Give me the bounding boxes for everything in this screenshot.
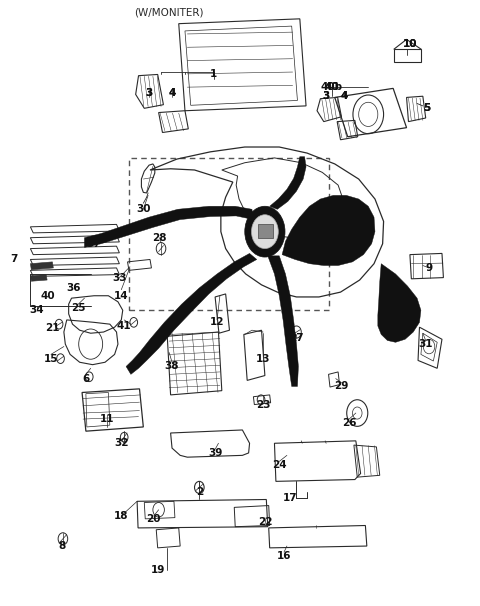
Bar bbox=[129, 158, 329, 310]
Text: 23: 23 bbox=[256, 399, 270, 410]
Text: 22: 22 bbox=[258, 517, 272, 527]
Text: 15: 15 bbox=[44, 354, 58, 364]
Text: 4: 4 bbox=[341, 92, 348, 101]
Text: 30: 30 bbox=[136, 204, 151, 215]
Text: 12: 12 bbox=[210, 318, 224, 327]
Text: 39: 39 bbox=[208, 448, 222, 458]
Polygon shape bbox=[84, 206, 253, 247]
Polygon shape bbox=[268, 256, 299, 387]
Text: 17: 17 bbox=[283, 493, 298, 503]
Text: 5: 5 bbox=[423, 103, 430, 113]
Text: 10: 10 bbox=[403, 39, 417, 49]
Polygon shape bbox=[270, 157, 306, 209]
Text: 25: 25 bbox=[71, 303, 85, 313]
Text: 8: 8 bbox=[59, 541, 66, 551]
Text: 40: 40 bbox=[324, 82, 339, 92]
Text: 34: 34 bbox=[29, 305, 44, 315]
Circle shape bbox=[252, 215, 278, 248]
Text: 27: 27 bbox=[289, 333, 304, 343]
Text: 20: 20 bbox=[146, 514, 161, 524]
Text: 37: 37 bbox=[87, 239, 101, 248]
Polygon shape bbox=[378, 264, 421, 342]
Text: 10: 10 bbox=[403, 39, 417, 49]
Text: 40b: 40b bbox=[321, 82, 343, 92]
Text: 3: 3 bbox=[323, 92, 330, 101]
Text: 5: 5 bbox=[423, 103, 430, 113]
Polygon shape bbox=[30, 275, 47, 281]
Text: (W/MONITER): (W/MONITER) bbox=[134, 8, 203, 18]
Text: 38: 38 bbox=[165, 362, 180, 371]
Text: 4: 4 bbox=[168, 88, 176, 98]
Polygon shape bbox=[282, 195, 375, 265]
Text: 1: 1 bbox=[210, 70, 217, 79]
Text: 18: 18 bbox=[114, 511, 129, 521]
Text: 16: 16 bbox=[277, 551, 291, 561]
Polygon shape bbox=[326, 225, 338, 231]
Text: 26: 26 bbox=[342, 418, 356, 428]
Text: 35: 35 bbox=[334, 236, 348, 246]
Text: 21: 21 bbox=[45, 324, 60, 333]
Text: 6: 6 bbox=[82, 373, 89, 384]
Text: 41: 41 bbox=[117, 321, 132, 331]
Text: 2: 2 bbox=[196, 487, 203, 497]
Text: 7: 7 bbox=[11, 255, 18, 264]
Polygon shape bbox=[126, 253, 257, 375]
Text: 29: 29 bbox=[334, 381, 348, 391]
Circle shape bbox=[245, 206, 285, 257]
Text: 3: 3 bbox=[145, 88, 153, 98]
Text: 28: 28 bbox=[152, 233, 167, 242]
Text: 32: 32 bbox=[114, 438, 129, 448]
Text: 14: 14 bbox=[114, 291, 129, 301]
Text: 4: 4 bbox=[168, 88, 176, 98]
Text: 40: 40 bbox=[324, 82, 339, 92]
Polygon shape bbox=[258, 224, 273, 238]
Text: 19: 19 bbox=[151, 565, 165, 575]
Text: 33: 33 bbox=[112, 273, 127, 282]
Text: 40: 40 bbox=[40, 291, 55, 301]
Text: 3: 3 bbox=[323, 92, 330, 101]
Text: 11: 11 bbox=[100, 414, 114, 424]
Text: 24: 24 bbox=[272, 460, 287, 470]
Text: 36: 36 bbox=[66, 283, 81, 293]
Text: 4: 4 bbox=[341, 92, 348, 101]
Polygon shape bbox=[30, 262, 53, 270]
Text: 31: 31 bbox=[419, 339, 433, 349]
Text: 9: 9 bbox=[425, 263, 432, 273]
Text: 3: 3 bbox=[145, 88, 153, 98]
Text: 13: 13 bbox=[256, 354, 270, 364]
